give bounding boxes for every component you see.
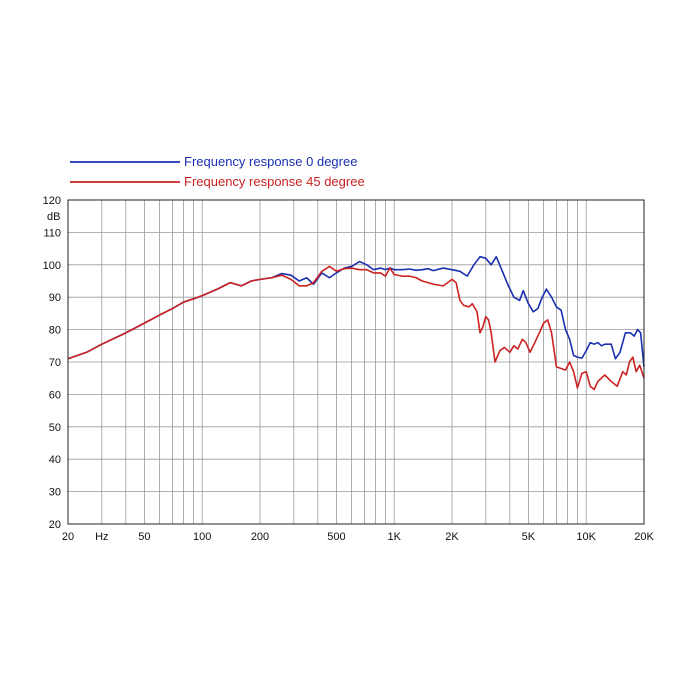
x-tick-label: 10K [576, 531, 596, 543]
legend-label-0-degree: Frequency response 0 degree [184, 154, 357, 169]
legend-entry-0-degree: Frequency response 0 degree [70, 154, 357, 169]
y-tick-label: 40 [49, 454, 61, 466]
y-tick-label: 70 [49, 357, 61, 369]
series-layer [67, 255, 645, 391]
y-tick-label: 20 [49, 519, 61, 531]
y-tick-label: 90 [49, 292, 61, 304]
x-tick-label: 500 [327, 531, 345, 543]
x-axis-unit-label: Hz [95, 531, 108, 543]
y-tick-label: 50 [49, 422, 61, 434]
legend-label-45-degree: Frequency response 45 degree [184, 174, 365, 189]
grid-lines [68, 200, 644, 524]
y-tick-label: 60 [49, 389, 61, 401]
x-tick-label: 20K [634, 531, 654, 543]
x-axis-tick-labels: 20 50 100 200 500 1K 2K 5K 10K 20K [62, 531, 655, 543]
x-tick-label: 20 [62, 531, 74, 543]
y-tick-label: 120 [43, 195, 61, 207]
x-tick-label: 200 [251, 531, 269, 543]
plot-area-frame [67, 199, 645, 525]
y-tick-label: 80 [49, 325, 61, 337]
y-tick-label: 100 [43, 260, 61, 272]
x-tick-label: 100 [193, 531, 211, 543]
x-tick-label: 5K [522, 531, 536, 543]
x-tick-label: 1K [387, 531, 401, 543]
y-tick-label: 30 [49, 487, 61, 499]
legend-entry-45-degree: Frequency response 45 degree [70, 174, 365, 189]
series-line-1 [67, 265, 645, 391]
x-tick-label: 50 [138, 531, 150, 543]
y-axis-tick-labels: 20 30 40 50 60 70 80 90 100 110 120 [43, 195, 61, 531]
legend: Frequency response 0 degree Frequency re… [70, 154, 365, 189]
y-tick-label: 110 [43, 227, 61, 239]
y-axis-label: dB [47, 211, 60, 223]
x-tick-label: 2K [445, 531, 459, 543]
